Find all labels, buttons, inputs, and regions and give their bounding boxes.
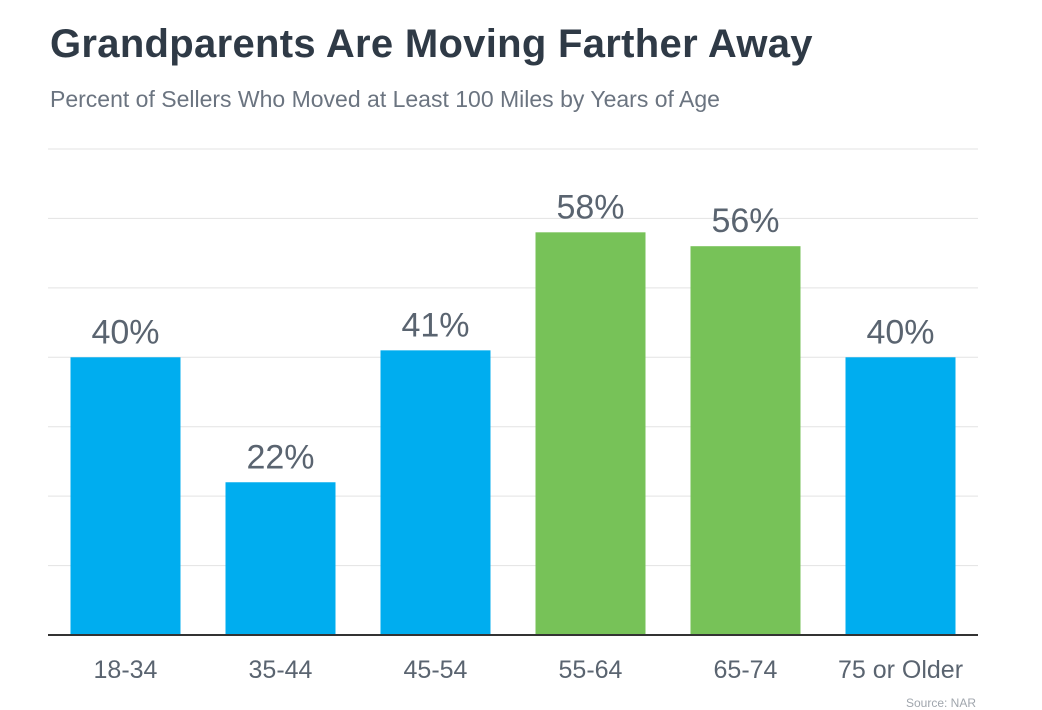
data-labels: 40% 22% 41% 58% 56% 40% <box>91 188 934 476</box>
bar-35-44 <box>225 482 336 635</box>
gridlines <box>48 148 978 567</box>
category-label: 55-64 <box>559 656 623 684</box>
category-labels: 18-34 35-44 45-54 55-64 65-74 75 or Older <box>94 656 964 684</box>
source-note: Source: NAR <box>905 696 976 710</box>
category-label: 35-44 <box>249 656 313 684</box>
bar-45-54 <box>380 350 491 635</box>
chart-subtitle: Percent of Sellers Who Moved at Least 10… <box>50 86 720 112</box>
data-label: 56% <box>711 202 779 240</box>
chart-title: Grandparents Are Moving Farther Away <box>50 22 813 66</box>
bars <box>70 232 956 636</box>
bar-18-34 <box>70 357 181 635</box>
category-label: 45-54 <box>404 656 468 684</box>
data-label: 58% <box>556 188 624 226</box>
bar-75-or-older <box>845 357 956 635</box>
data-label: 41% <box>401 306 469 344</box>
category-label: 75 or Older <box>838 656 963 684</box>
category-label: 18-34 <box>94 656 158 684</box>
data-label: 22% <box>246 438 314 476</box>
bar-65-74 <box>690 246 801 635</box>
bar-55-64 <box>535 232 646 636</box>
data-label: 40% <box>866 313 934 351</box>
data-label: 40% <box>91 313 159 351</box>
category-label: 65-74 <box>714 656 778 684</box>
